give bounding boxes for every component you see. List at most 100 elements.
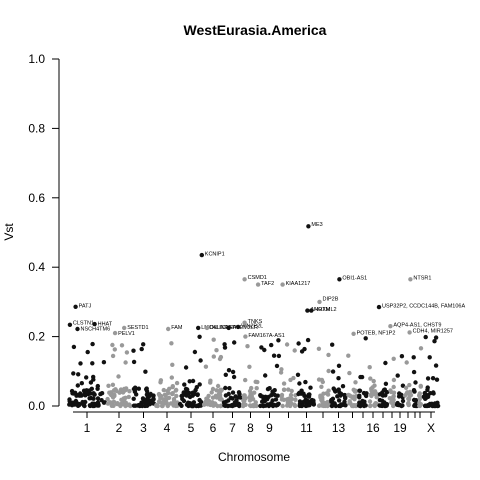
snp-point (71, 391, 75, 395)
snp-point (405, 360, 409, 364)
chart-title: WestEurasia.America (184, 22, 327, 38)
snp-point (231, 403, 235, 407)
snp-point (358, 389, 362, 393)
annotated-snp-point (68, 323, 72, 327)
snp-point (296, 341, 300, 345)
snp-point (340, 403, 344, 407)
snp-point (433, 404, 437, 408)
snp-point (193, 350, 197, 354)
annotated-snp-point (236, 325, 240, 329)
snp-point (155, 403, 159, 407)
snp-point (197, 398, 201, 402)
snp-point (326, 392, 330, 396)
annotated-snp-point (227, 326, 231, 330)
snp-point (281, 404, 285, 408)
x-tick-label: 13 (332, 421, 346, 435)
snp-point (380, 403, 384, 407)
snp-point (242, 393, 246, 397)
x-tick-label: 16 (366, 421, 380, 435)
snp-point (218, 357, 222, 361)
snp-point (218, 388, 222, 392)
snp-point (317, 377, 321, 381)
snp-point (270, 398, 274, 402)
snp-point (112, 388, 116, 392)
snp-point (404, 386, 408, 390)
snp-point (417, 393, 421, 397)
snp-point (368, 399, 372, 403)
annotated-snp-point (73, 305, 77, 309)
gene-annotation-label: KCNIP1 (205, 251, 225, 257)
snp-point (408, 393, 412, 397)
x-tick-label: 7 (229, 421, 236, 435)
snp-point (343, 396, 347, 400)
annotated-snp-point (305, 308, 309, 312)
snp-point (279, 370, 283, 374)
snp-point (223, 345, 227, 349)
snp-point (113, 347, 117, 351)
snp-point (140, 347, 144, 351)
snp-point (267, 386, 271, 390)
snp-point (245, 344, 249, 348)
gene-annotation-label: NTSR1 (413, 276, 431, 282)
snp-point (289, 393, 293, 397)
snp-point (347, 371, 351, 375)
snp-point (83, 393, 87, 397)
snp-point (392, 378, 396, 382)
snp-point (71, 371, 75, 375)
snp-point (76, 372, 80, 376)
annotated-snp-points: PATJCLSTN1 HHATNSCH4TM6PELV1SESTD1 FAM LMO4… (68, 222, 466, 339)
snp-point (291, 376, 295, 380)
snp-point (346, 354, 350, 358)
snp-point (149, 392, 153, 396)
snp-point (319, 385, 323, 389)
snp-point (131, 349, 135, 353)
snp-point (174, 394, 178, 398)
gene-annotation-label: NRXML2 (314, 307, 336, 313)
snp-point (139, 403, 143, 407)
snp-point (383, 393, 387, 397)
snp-point (86, 350, 90, 354)
y-axis-label: Vst (2, 223, 16, 241)
snp-point (79, 393, 83, 397)
snp-point (74, 399, 78, 403)
snp-point (396, 403, 400, 407)
snp-point (185, 391, 189, 395)
gene-annotation-label: TAF2 (261, 281, 274, 287)
snp-point (296, 373, 300, 377)
snp-point (384, 382, 388, 386)
snp-point (90, 361, 94, 365)
snp-point (76, 383, 80, 387)
snp-point (364, 336, 368, 340)
snp-point (67, 397, 71, 401)
gene-annotation-label: NSCH4TM6 (81, 326, 111, 332)
snp-point (230, 396, 234, 400)
snp-point (167, 387, 171, 391)
snp-point (227, 368, 231, 372)
snp-point (193, 388, 197, 392)
gene-annotation-label: POTEB, NF1P2 (357, 330, 396, 336)
snp-point (258, 393, 262, 397)
snp-point (302, 347, 306, 351)
snp-point (392, 357, 396, 361)
snp-point (72, 345, 76, 349)
snp-point (117, 391, 121, 395)
snp-point (125, 350, 129, 354)
snp-point (282, 381, 286, 385)
annotated-snp-point (200, 253, 204, 257)
snp-point (179, 404, 183, 408)
gene-annotation-label: FAM167A-AS1 (248, 333, 284, 339)
snp-point (96, 396, 100, 400)
snp-point (419, 346, 423, 350)
snp-point (372, 379, 376, 383)
y-axis: 0.00.20.40.60.81.0 (28, 52, 59, 413)
snp-point (87, 396, 91, 400)
snp-point (272, 403, 276, 407)
snp-point (150, 401, 154, 405)
snp-point (255, 386, 259, 390)
snp-point (426, 376, 430, 380)
snp-point (194, 404, 198, 408)
snp-point (337, 398, 341, 402)
snp-point (127, 395, 131, 399)
annotated-snp-point (309, 308, 313, 312)
annotated-snp-point (337, 277, 341, 281)
